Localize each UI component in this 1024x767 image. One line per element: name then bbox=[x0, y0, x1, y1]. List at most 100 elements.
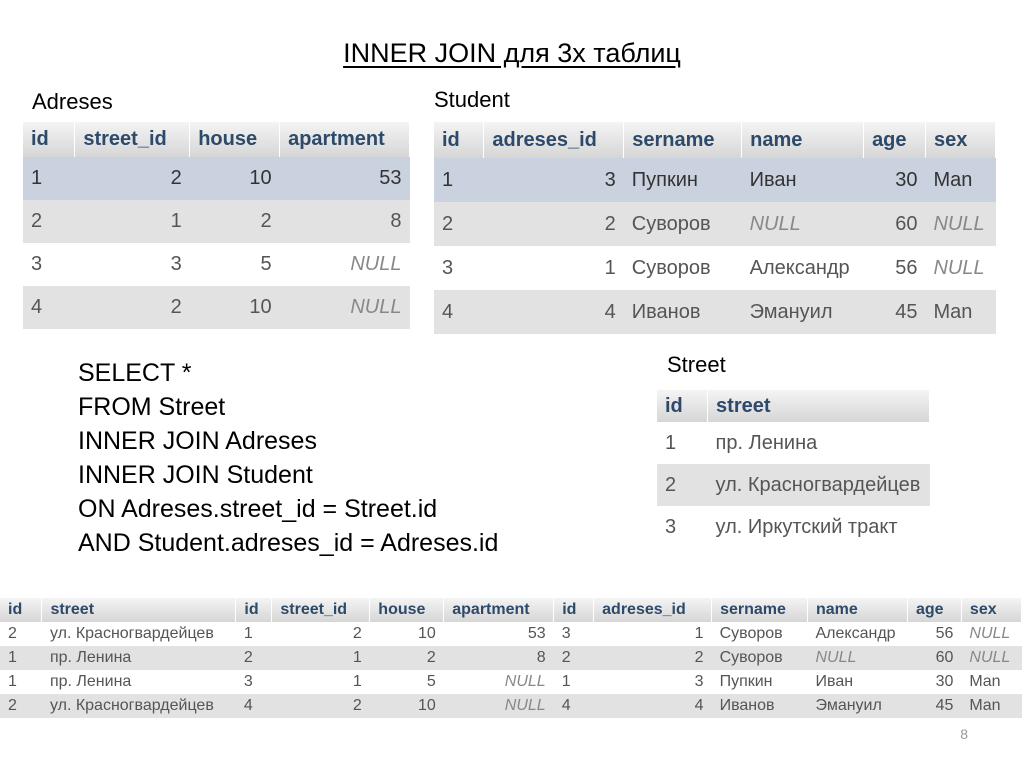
table-row[interactable]: 2 ул. Красногвардейцев 1 2 10 53 3 1 Суворов Алек… bbox=[0, 622, 1022, 646]
cell-street: ул. Красногвардейцев bbox=[707, 464, 930, 506]
table-row[interactable]: 1 пр. Ленина 2 1 2 8 2 2 Суворов NULL 60 NULL bbox=[0, 646, 1022, 670]
cell-street: ул. Красногвардейцев bbox=[41, 622, 236, 646]
cell-name: NULL bbox=[807, 646, 908, 670]
cell-street-id: 1 bbox=[271, 670, 370, 694]
cell-apartment: 8 bbox=[443, 646, 554, 670]
cell-adreses-id: 2 bbox=[483, 202, 624, 246]
cell-id: 1 bbox=[434, 158, 484, 202]
column-header-sex[interactable]: sex bbox=[961, 598, 1023, 622]
column-header-age[interactable]: age bbox=[907, 598, 962, 622]
table-row[interactable]: 2 ул. Красногвардейцев 4 2 10 NULL 4 4 Иванов Эма… bbox=[0, 694, 1022, 718]
column-header-sex[interactable]: sex bbox=[925, 122, 997, 158]
column-header-street[interactable]: street bbox=[707, 390, 930, 422]
cell-id: 2 bbox=[553, 646, 594, 670]
cell-apartment: NULL bbox=[279, 286, 410, 329]
cell-apartment: NULL bbox=[279, 243, 410, 286]
column-header-street[interactable]: street bbox=[41, 598, 237, 622]
table-row[interactable]: 3 ул. Иркутский тракт bbox=[657, 506, 930, 548]
cell-age: 56 bbox=[863, 246, 926, 290]
student-table: id adreses_id sername name age sex 1 3 Пупкин Ива… bbox=[434, 122, 997, 334]
cell-age: 30 bbox=[863, 158, 926, 202]
cell-age: 45 bbox=[863, 290, 926, 334]
sql-query: SELECT * FROM Street INNER JOIN Adreses INN… bbox=[78, 356, 498, 560]
adreses-caption: Adreses bbox=[32, 89, 113, 114]
table-row[interactable]: 1 пр. Ленина bbox=[657, 422, 930, 464]
column-header-id[interactable]: id bbox=[235, 598, 273, 622]
cell-id: 1 bbox=[0, 646, 42, 670]
cell-name: Иван bbox=[741, 158, 864, 202]
column-header-age[interactable]: age bbox=[863, 122, 926, 158]
street-table: id street 1 пр. Ленина 2 ул. Красногвардейцев… bbox=[657, 390, 930, 548]
table-row[interactable]: 3 3 5 NULL bbox=[23, 243, 410, 286]
cell-name: Александр bbox=[741, 246, 864, 290]
cell-apartment: 8 bbox=[279, 200, 410, 243]
cell-house: 10 bbox=[189, 286, 280, 329]
cell-street: ул. Иркутский тракт bbox=[707, 506, 930, 548]
cell-id: 4 bbox=[23, 286, 75, 329]
column-header-id[interactable]: id bbox=[0, 598, 43, 622]
cell-id: 3 bbox=[434, 246, 484, 290]
cell-sex: Man bbox=[961, 694, 1022, 718]
street-caption: Street bbox=[667, 352, 726, 377]
cell-id: 1 bbox=[553, 670, 594, 694]
table-row[interactable]: 4 2 10 NULL bbox=[23, 286, 410, 329]
cell-age: 45 bbox=[907, 694, 962, 718]
column-header-id[interactable]: id bbox=[23, 122, 76, 157]
table-row[interactable]: 1 2 10 53 bbox=[23, 157, 410, 200]
cell-adreses-id: 1 bbox=[483, 246, 624, 290]
column-header-sername[interactable]: sername bbox=[623, 122, 743, 158]
table-row[interactable]: 3 1 Суворов Александр 56 NULL bbox=[434, 246, 996, 290]
cell-sername: Суворов bbox=[711, 622, 808, 646]
cell-id: 2 bbox=[23, 200, 75, 243]
cell-id: 2 bbox=[0, 694, 42, 718]
cell-age: 60 bbox=[907, 646, 962, 670]
cell-street: пр. Ленина bbox=[41, 670, 236, 694]
slide-title: INNER JOIN для 3х таблиц bbox=[343, 38, 681, 68]
column-header-id[interactable]: id bbox=[553, 598, 595, 622]
column-header-adreses-id[interactable]: adreses_id bbox=[483, 122, 625, 158]
table-row[interactable]: 1 пр. Ленина 3 1 5 NULL 1 3 Пупкин Иван 30 Man bbox=[0, 670, 1022, 694]
table-row[interactable]: 4 4 Иванов Эмануил 45 Man bbox=[434, 290, 996, 334]
column-header-apartment[interactable]: apartment bbox=[279, 122, 410, 157]
cell-id: 2 bbox=[434, 202, 484, 246]
cell-adreses-id: 1 bbox=[593, 622, 712, 646]
cell-street-id: 3 bbox=[74, 243, 190, 286]
column-header-name[interactable]: name bbox=[807, 598, 908, 622]
student-caption: Student bbox=[434, 87, 510, 112]
adreses-table: id street_id house apartment 1 2 10 53 2 1 2 8 3 3 5 NU… bbox=[23, 122, 410, 329]
column-header-sername[interactable]: sername bbox=[711, 598, 808, 622]
column-header-id[interactable]: id bbox=[657, 390, 709, 422]
cell-name: Эмануил bbox=[807, 694, 908, 718]
cell-sex: NULL bbox=[925, 246, 996, 290]
column-header-house[interactable]: house bbox=[189, 122, 281, 157]
table-row[interactable]: 1 3 Пупкин Иван 30 Man bbox=[434, 158, 996, 202]
column-header-name[interactable]: name bbox=[741, 122, 865, 158]
column-header-adreses-id[interactable]: adreses_id bbox=[593, 598, 713, 622]
column-header-street-id[interactable]: street_id bbox=[74, 122, 191, 157]
cell-street-id: 1 bbox=[74, 200, 190, 243]
cell-house: 5 bbox=[189, 243, 280, 286]
column-header-id[interactable]: id bbox=[434, 122, 485, 158]
table-row[interactable]: 2 2 Суворов NULL 60 NULL bbox=[434, 202, 996, 246]
cell-house: 2 bbox=[189, 200, 280, 243]
cell-id: 1 bbox=[23, 157, 75, 200]
column-header-apartment[interactable]: apartment bbox=[443, 598, 555, 622]
cell-sername: Иванов bbox=[711, 694, 808, 718]
cell-sex: NULL bbox=[961, 646, 1022, 670]
column-header-house[interactable]: house bbox=[369, 598, 445, 622]
cell-id: 1 bbox=[657, 422, 708, 464]
table-row[interactable]: 2 ул. Красногвардейцев bbox=[657, 464, 930, 506]
cell-street-id: 2 bbox=[271, 622, 370, 646]
sql-line: SELECT * bbox=[78, 359, 192, 387]
cell-street-id: 2 bbox=[74, 157, 190, 200]
column-header-street-id[interactable]: street_id bbox=[271, 598, 371, 622]
sql-line: INNER JOIN Adreses bbox=[78, 427, 317, 455]
cell-id: 2 bbox=[235, 646, 272, 670]
cell-street: пр. Ленина bbox=[41, 646, 236, 670]
cell-adreses-id: 2 bbox=[593, 646, 712, 670]
cell-name: Эмануил bbox=[741, 290, 864, 334]
cell-house: 10 bbox=[369, 694, 444, 718]
cell-age: 60 bbox=[863, 202, 926, 246]
cell-id: 4 bbox=[434, 290, 484, 334]
